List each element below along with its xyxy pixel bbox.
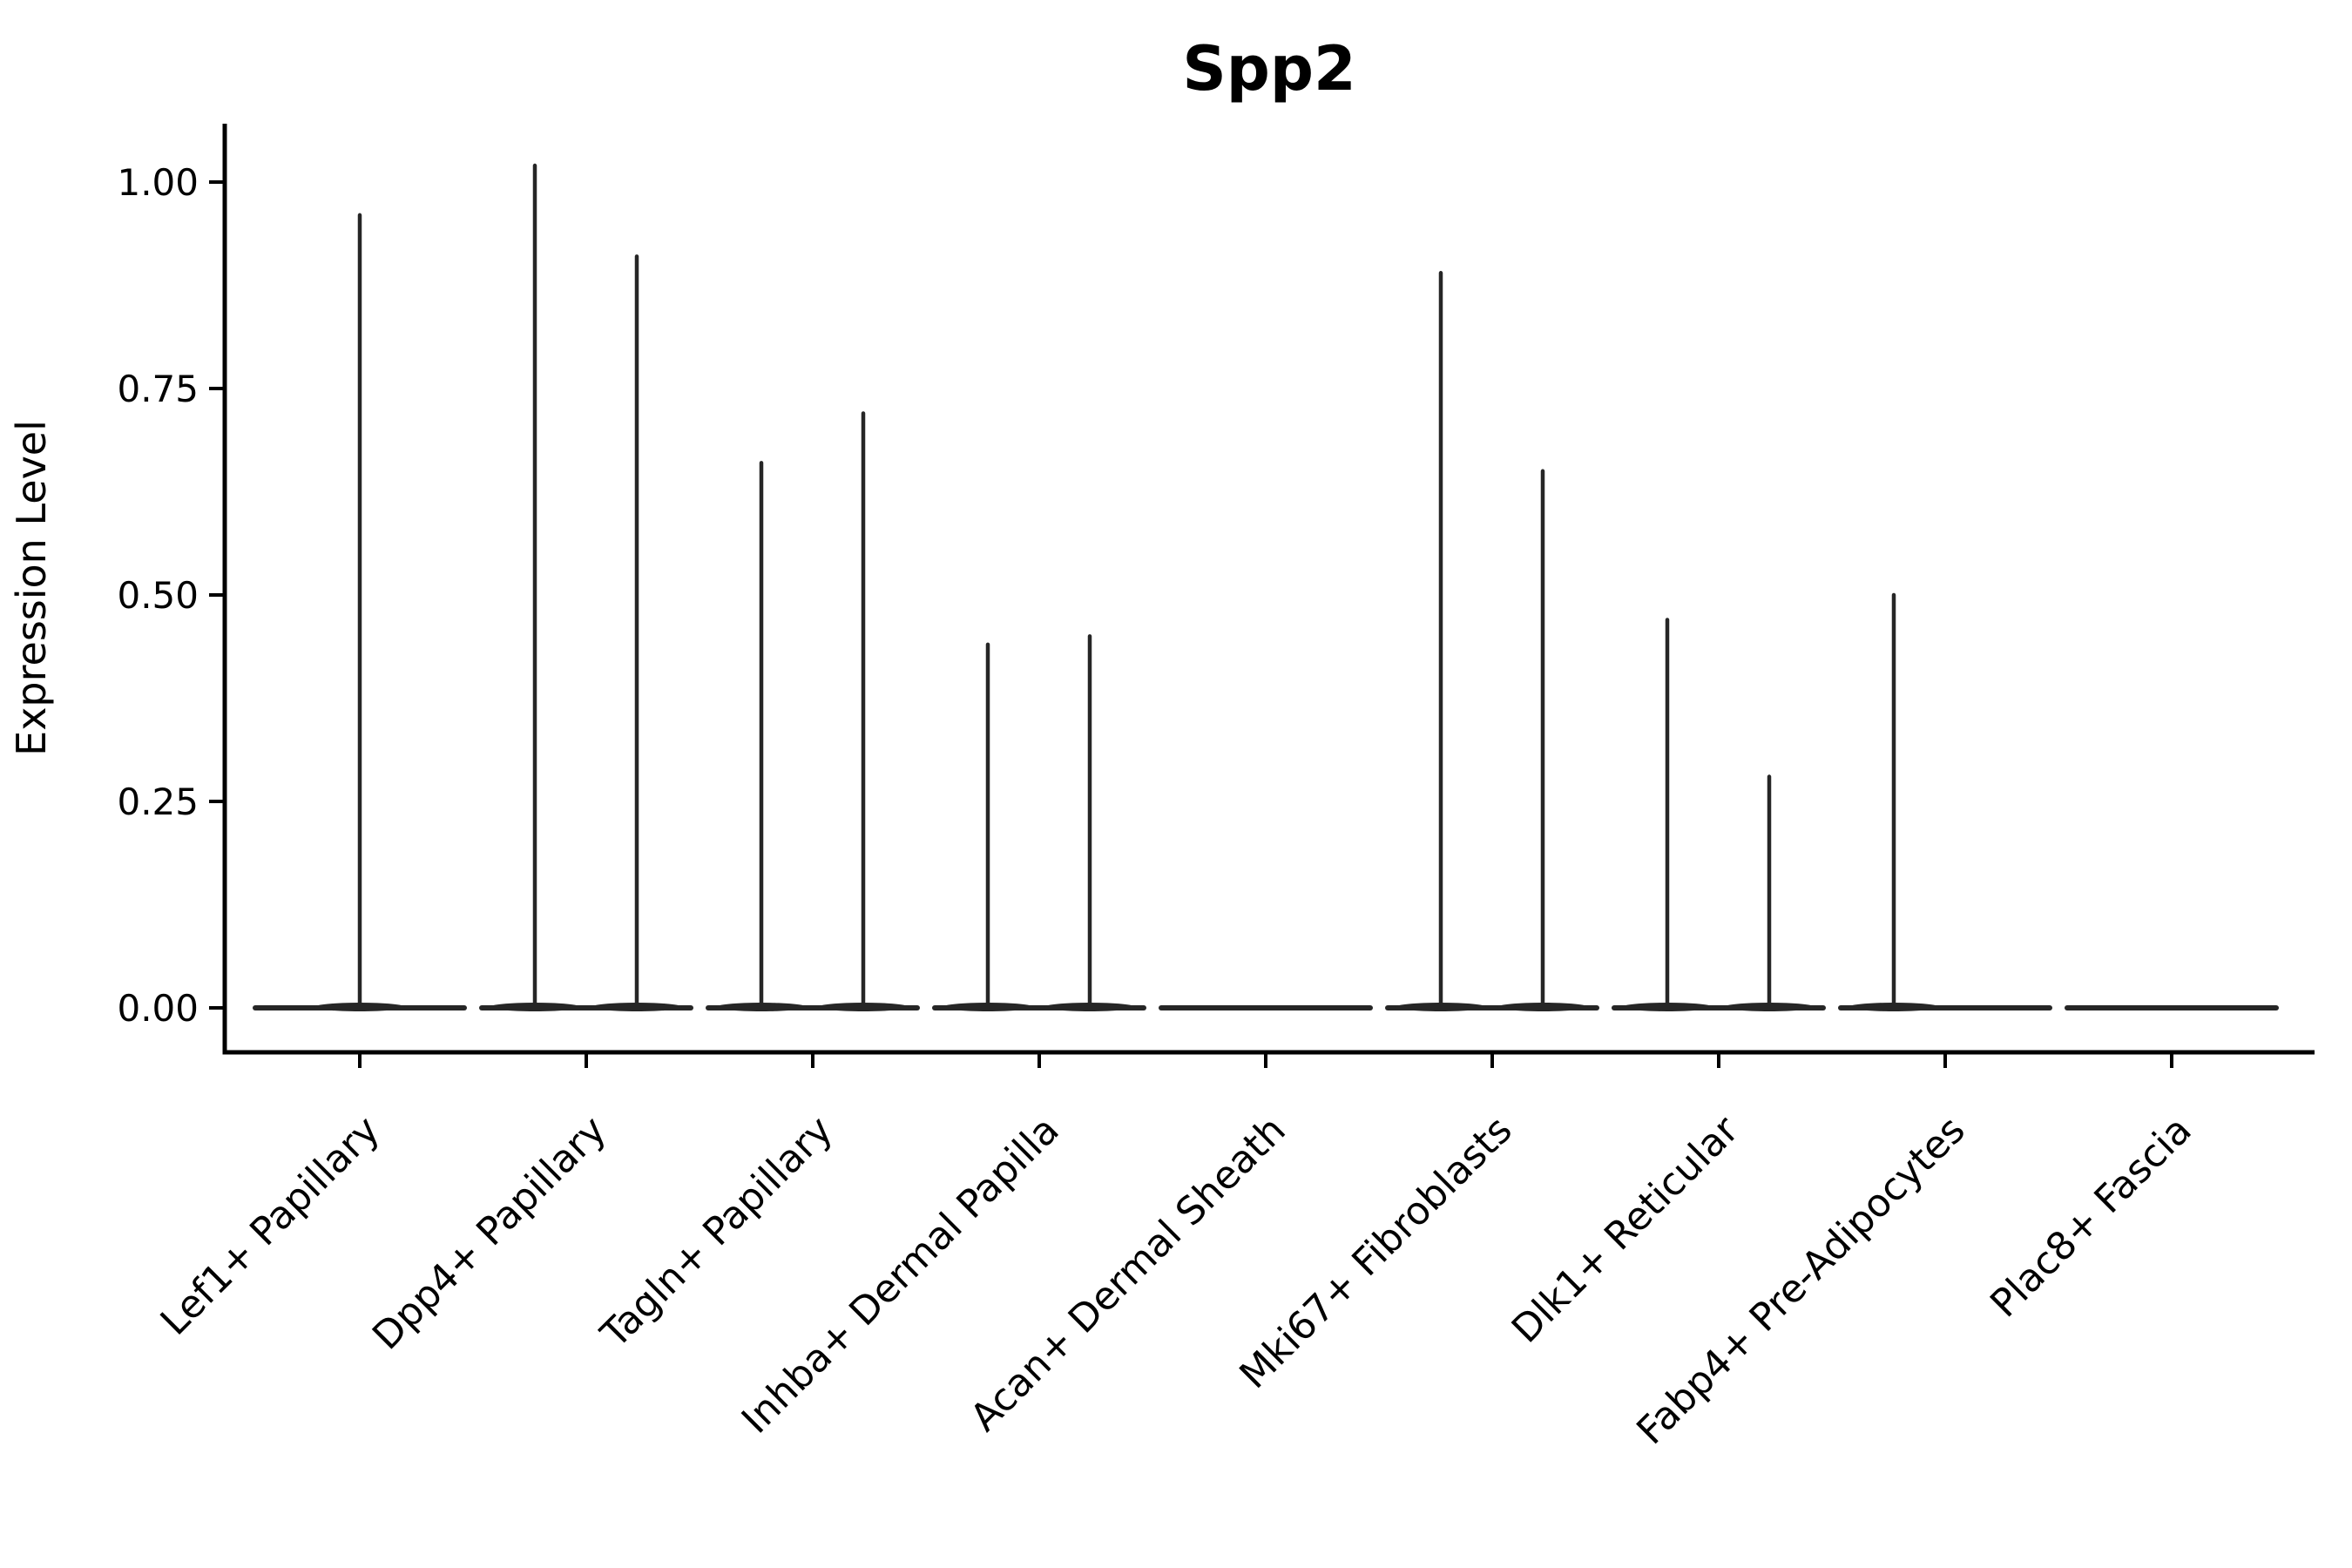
violin xyxy=(706,411,920,1011)
x-category-label: Dlk1+ Reticular xyxy=(1504,1107,1748,1352)
violin xyxy=(479,163,693,1011)
x-category-label: Plac8+ Fascia xyxy=(1982,1108,2200,1327)
violin xyxy=(932,634,1146,1011)
x-category-label: Dpp4+ Papillary xyxy=(364,1108,615,1359)
violin xyxy=(253,213,467,1011)
violin-layer xyxy=(253,163,2279,1011)
y-tick-label: 0.25 xyxy=(117,781,199,823)
y-tick-label: 1.00 xyxy=(117,161,199,204)
y-tick-label: 0.00 xyxy=(117,987,199,1030)
chart-title: Spp2 xyxy=(1182,33,1355,105)
axes-layer: 0.00 0.25 0.50 0.75 1.00 Lef1+ PapillaryDpp4+… xyxy=(117,124,2315,1453)
violin xyxy=(1612,618,1826,1011)
x-category-label: Tagln+ Papillary xyxy=(592,1108,841,1357)
violin xyxy=(1838,592,2052,1011)
y-tick-label: 0.75 xyxy=(117,368,199,410)
y-axis-label: Expression Level xyxy=(8,420,55,756)
y-tick-label: 0.50 xyxy=(117,574,199,617)
x-category-label: Lef1+ Papillary xyxy=(152,1108,389,1344)
violin xyxy=(1385,271,1599,1011)
